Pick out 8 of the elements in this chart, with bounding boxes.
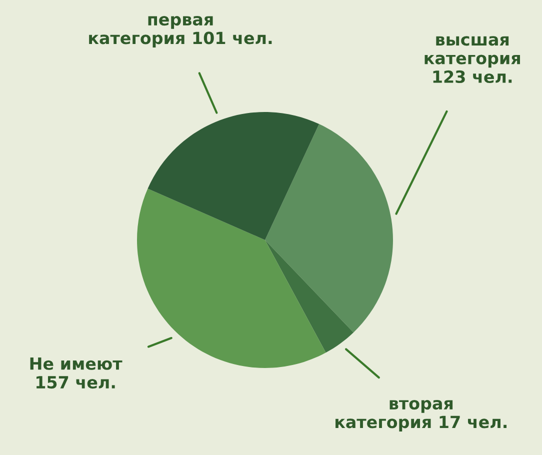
slice-label: вторая категория 17 чел. (336, 400, 506, 432)
pie-slice (265, 124, 393, 332)
slice-label: высшая категория 123 чел. (424, 36, 520, 84)
pie-slice (148, 112, 320, 240)
slice-label: первая категория 101 чел. (89, 16, 272, 48)
pie-slice (265, 240, 354, 353)
pie-slice (137, 188, 326, 368)
slice-label: Не имеют 157 чел. (30, 358, 122, 389)
